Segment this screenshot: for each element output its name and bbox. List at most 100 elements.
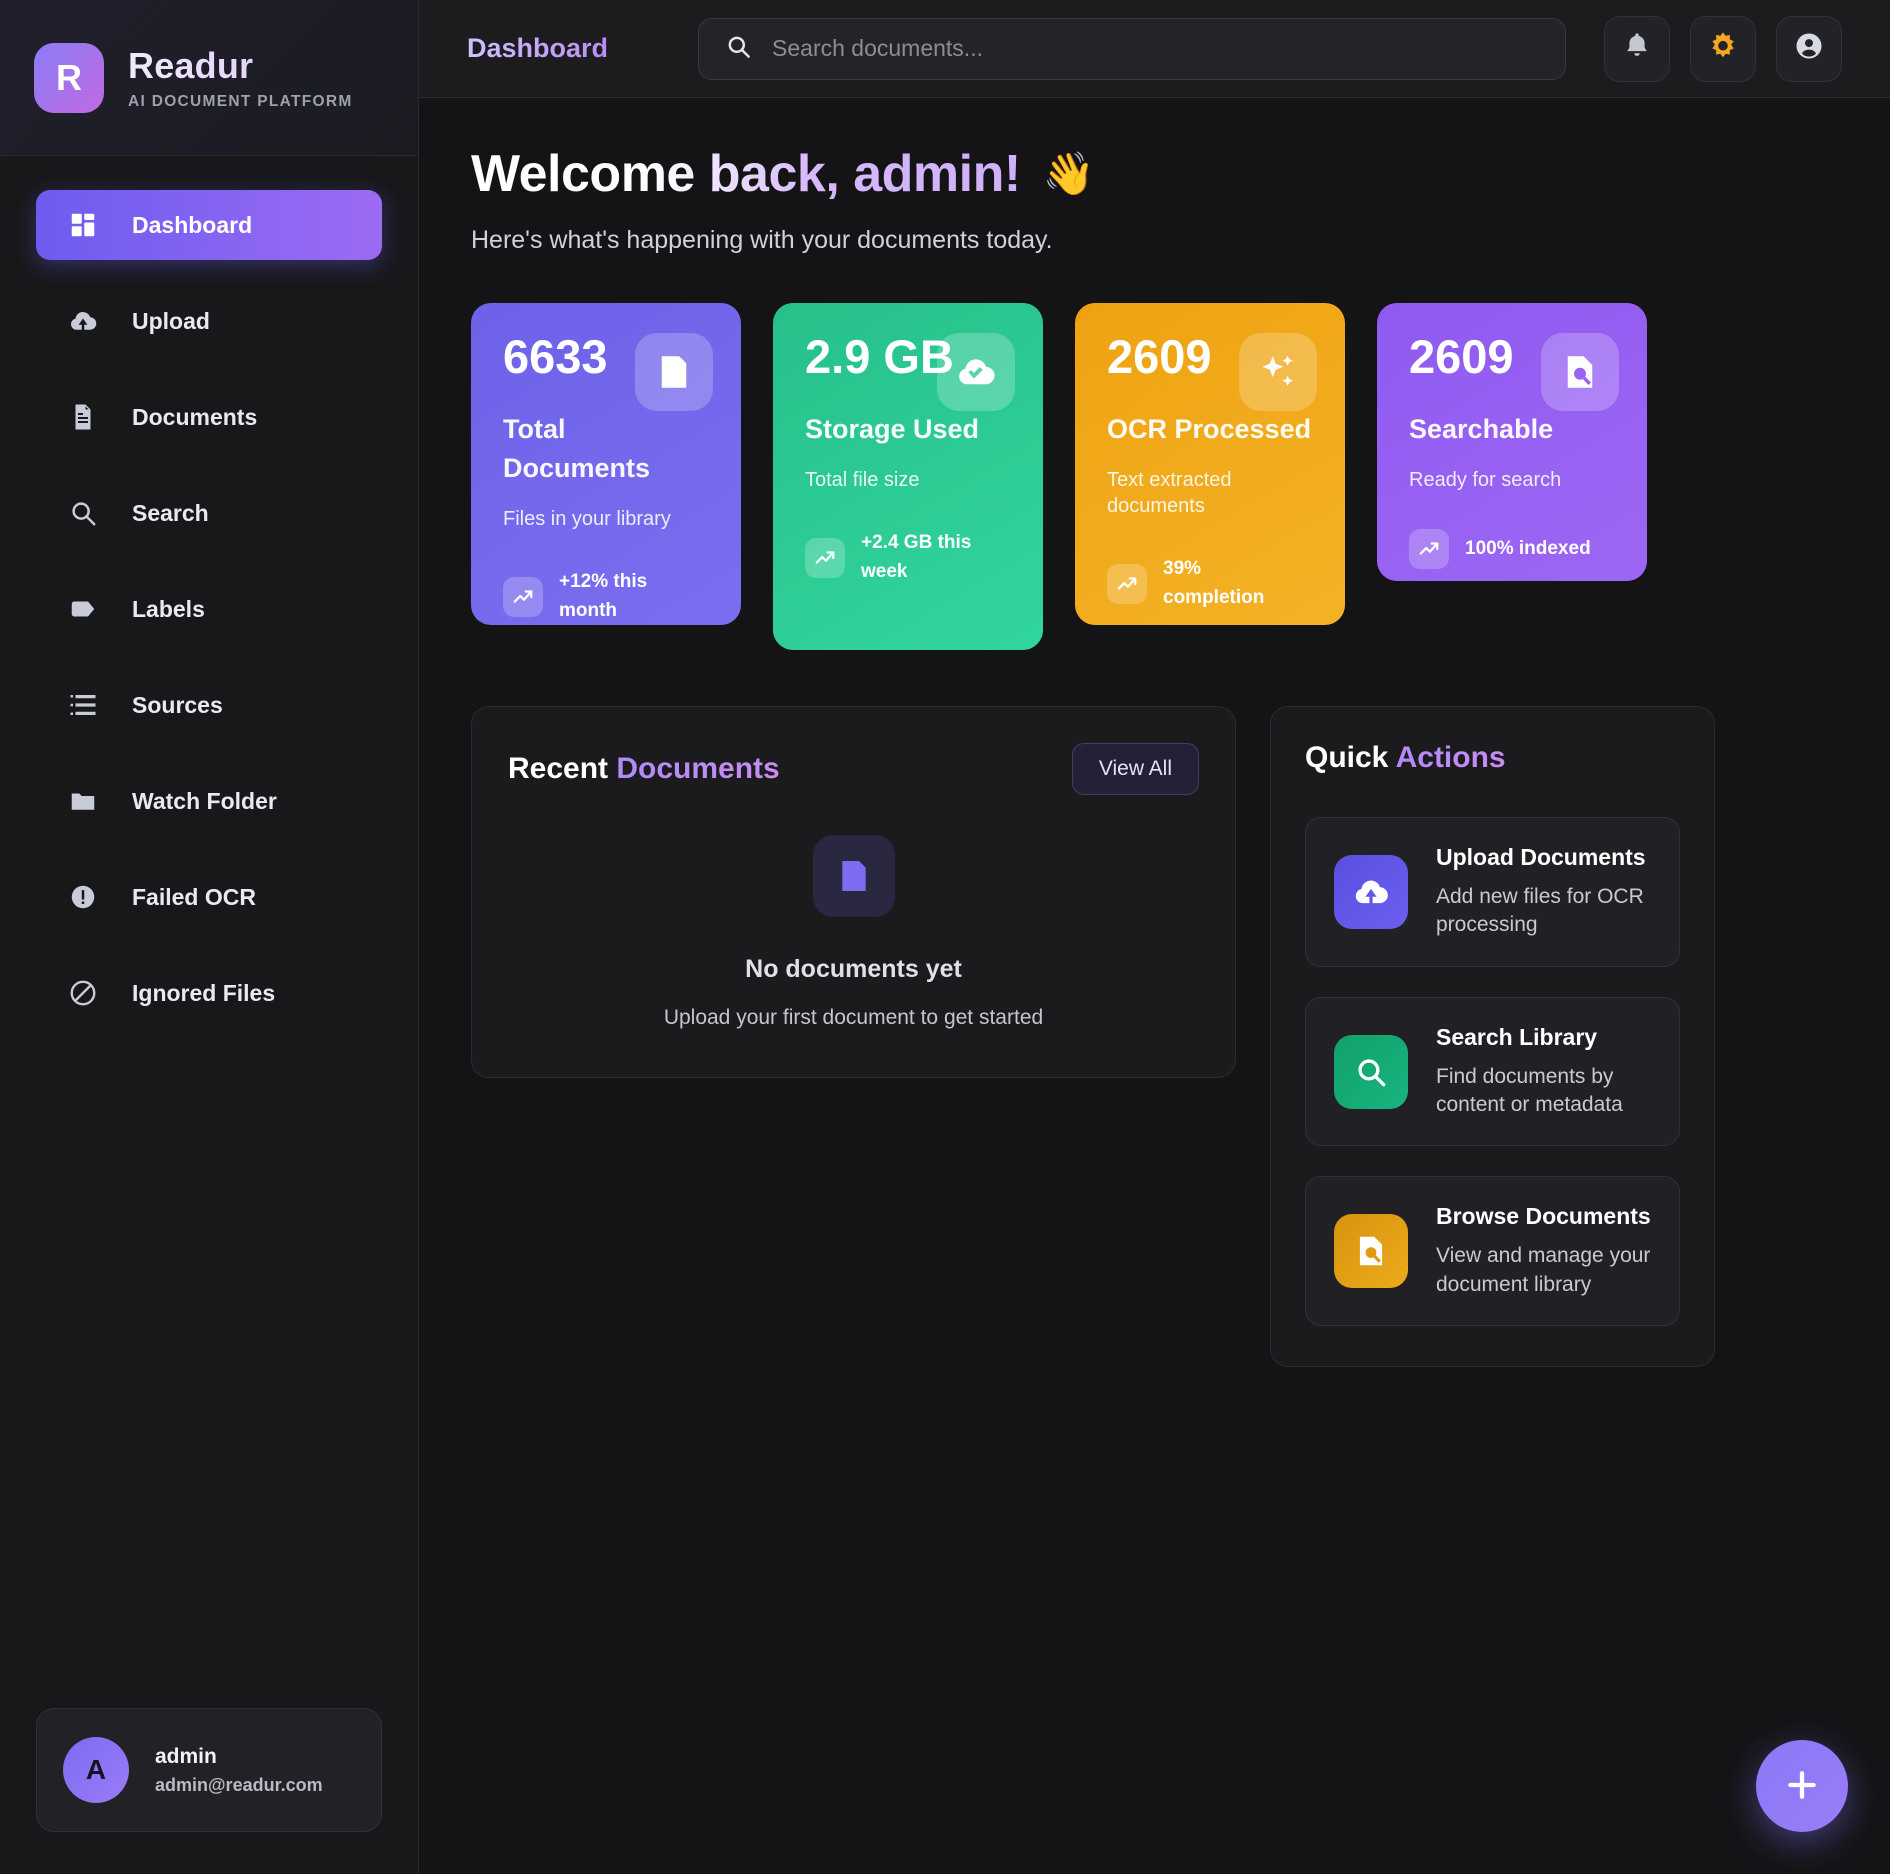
stat-card-total-documents[interactable]: 6633 Total Documents Files in your libra… xyxy=(471,303,741,625)
stat-description: Ready for search xyxy=(1409,469,1562,492)
stat-value: 2609 xyxy=(1409,330,1514,383)
recent-documents-panel: Recent Documents View All No documents y… xyxy=(471,706,1236,1078)
brand-tagline: AI DOCUMENT PLATFORM xyxy=(128,92,353,110)
notifications-bell-icon xyxy=(1621,30,1653,67)
user-name: admin xyxy=(155,1744,217,1768)
sidebar-item-label: Failed OCR xyxy=(132,883,256,910)
stat-description: Total file size xyxy=(805,469,920,492)
welcome-heading: Welcome back, admin! 👋 xyxy=(471,144,1838,204)
list-icon xyxy=(68,690,98,720)
quick-action-description: Add new files for OCR processing xyxy=(1436,885,1644,937)
cloud-upload-icon xyxy=(68,306,98,336)
sidebar-footer: A admin admin@readur.com xyxy=(0,1708,418,1874)
theme-toggle-button[interactable] xyxy=(1690,15,1756,82)
recent-title-accent: Documents xyxy=(616,752,780,785)
sidebar-item-label: Documents xyxy=(132,403,258,430)
cloud-upload-icon xyxy=(1334,854,1408,929)
notifications-button[interactable] xyxy=(1604,15,1670,82)
quick-action-browse-documents[interactable]: Browse Documents View and manage your do… xyxy=(1305,1176,1680,1327)
quick-action-title: Browse Documents xyxy=(1436,1203,1651,1230)
quick-actions-panel: Quick Actions Upload Documents Add new f… xyxy=(1270,706,1715,1368)
sparkles-icon xyxy=(1239,333,1317,411)
sidebar-item-upload[interactable]: Upload xyxy=(36,286,382,356)
quick-actions-list: Upload Documents Add new files for OCR p… xyxy=(1305,817,1680,1327)
waving-hand-icon: 👋 xyxy=(1042,149,1095,197)
sidebar-item-dashboard[interactable]: Dashboard xyxy=(36,190,382,260)
dashboard-content: Welcome back, admin! 👋 Here's what's hap… xyxy=(419,98,1890,1874)
topbar-actions xyxy=(1604,15,1842,82)
stat-card-ocr-processed[interactable]: 2609 OCR Processed Text extracted docume… xyxy=(1075,303,1345,625)
alert-circle-icon xyxy=(68,882,98,912)
search-icon xyxy=(725,33,752,65)
empty-state-title: No documents yet xyxy=(745,955,962,983)
document-search-icon xyxy=(1334,1214,1408,1289)
account-circle-icon xyxy=(1793,30,1825,67)
quick-actions-title: Quick Actions xyxy=(1305,741,1680,775)
dashboard-subtitle: Here's what's happening with your docume… xyxy=(471,226,1053,254)
add-new-floating-button[interactable] xyxy=(1756,1740,1848,1832)
sidebar-item-label: Watch Folder xyxy=(132,787,277,814)
quick-action-title: Search Library xyxy=(1436,1023,1598,1050)
quick-action-search-library[interactable]: Search Library Find documents by content… xyxy=(1305,996,1680,1147)
sidebar-item-labels[interactable]: Labels xyxy=(36,574,382,644)
empty-state-subtitle: Upload your first document to get starte… xyxy=(663,1006,1044,1029)
stat-card-searchable[interactable]: 2609 Searchable Ready for search 100% in… xyxy=(1377,303,1647,581)
quick-action-upload-documents[interactable]: Upload Documents Add new files for OCR p… xyxy=(1305,817,1680,967)
sidebar-item-label: Ignored Files xyxy=(132,979,276,1006)
trending-up-icon xyxy=(503,576,543,617)
search-input[interactable] xyxy=(772,35,1539,62)
account-button[interactable] xyxy=(1776,15,1842,82)
stat-value: 2.9 GB xyxy=(805,330,954,383)
sidebar-item-documents[interactable]: Documents xyxy=(36,382,382,452)
search-bar[interactable] xyxy=(698,17,1566,80)
ban-icon xyxy=(68,978,98,1008)
trending-up-icon xyxy=(805,537,845,578)
plus-icon xyxy=(1782,1765,1822,1808)
quick-title-accent: Actions xyxy=(1395,741,1506,774)
sidebar-item-label: Sources xyxy=(132,691,223,718)
stat-trend-text: 39% completion xyxy=(1163,558,1265,608)
view-all-button[interactable]: View All xyxy=(1071,743,1199,795)
page-title: Dashboard xyxy=(467,33,609,63)
recent-documents-header: Recent Documents View All xyxy=(508,743,1199,795)
sidebar-item-label: Dashboard xyxy=(132,211,253,238)
document-search-icon xyxy=(1541,333,1619,411)
stat-trend-text: +2.4 GB this week xyxy=(861,532,972,582)
sidebar-item-failed-ocr[interactable]: Failed OCR xyxy=(36,862,382,932)
main-area: Dashboard Welcome back, admin! 👋 xyxy=(419,0,1890,1874)
user-email: admin@readur.com xyxy=(155,1774,323,1795)
sidebar-item-label: Upload xyxy=(132,307,210,334)
sidebar-item-label: Labels xyxy=(132,595,205,622)
quick-action-description: Find documents by content or metadata xyxy=(1436,1064,1623,1117)
recent-title-plain: Recent xyxy=(508,752,617,785)
trending-up-icon xyxy=(1107,563,1147,604)
sidebar-item-sources[interactable]: Sources xyxy=(36,670,382,740)
stat-label: OCR Processed xyxy=(1107,413,1312,444)
user-profile-card[interactable]: A admin admin@readur.com xyxy=(36,1708,382,1832)
search-icon xyxy=(68,498,98,528)
stat-trend-text: +12% this month xyxy=(559,571,648,621)
stat-value: 2609 xyxy=(1107,330,1212,383)
sidebar-item-search[interactable]: Search xyxy=(36,478,382,548)
dashboard-panels: Recent Documents View All No documents y… xyxy=(471,706,1838,1368)
topbar: Dashboard xyxy=(419,0,1890,98)
stat-trend: +12% this month xyxy=(503,568,709,625)
tag-icon xyxy=(68,594,98,624)
sidebar-item-watch-folder[interactable]: Watch Folder xyxy=(36,766,382,836)
cloud-check-icon xyxy=(937,333,1015,411)
stat-description: Text extracted documents xyxy=(1107,469,1232,518)
stat-card-group: 6633 Total Documents Files in your libra… xyxy=(471,303,1838,650)
sidebar-item-ignored-files[interactable]: Ignored Files xyxy=(36,958,382,1028)
stat-card-storage-used[interactable]: 2.9 GB Storage Used Total file size +2.4… xyxy=(773,303,1043,650)
document-lines-icon xyxy=(812,835,895,917)
avatar: A xyxy=(63,1737,129,1803)
dashboard-grid-icon xyxy=(68,210,98,240)
quick-action-title: Upload Documents xyxy=(1436,844,1646,870)
stat-label: Searchable xyxy=(1409,413,1554,444)
stat-label: Total Documents xyxy=(503,413,651,484)
quick-action-description: View and manage your document library xyxy=(1436,1244,1651,1296)
folder-icon xyxy=(68,786,98,816)
recent-documents-title: Recent Documents xyxy=(508,752,780,786)
brand-header: R Readur AI DOCUMENT PLATFORM xyxy=(0,0,418,156)
